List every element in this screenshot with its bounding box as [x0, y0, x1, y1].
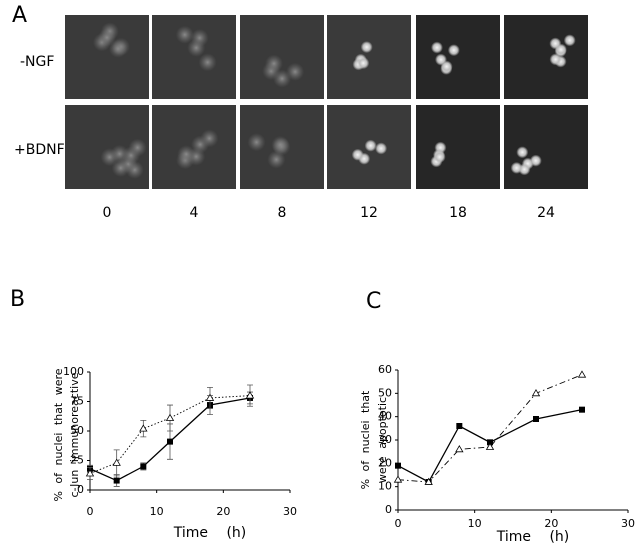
- row-label: -NGF: [20, 54, 54, 70]
- nucleus: [440, 60, 453, 73]
- marker: [205, 393, 215, 401]
- micrograph: [152, 15, 236, 99]
- micrograph: [416, 15, 500, 99]
- y-tick-label: 20: [378, 456, 392, 469]
- row-label: +BDNF: [14, 142, 65, 158]
- y-tick-label: 100: [63, 365, 84, 378]
- y-tick-label: 0: [385, 503, 392, 516]
- y-tick-label: 75: [70, 395, 84, 408]
- panel-label: A: [12, 3, 27, 28]
- marker: [393, 475, 403, 483]
- nucleus: [271, 135, 290, 154]
- nucleus: [549, 37, 562, 50]
- nucleus: [433, 151, 446, 164]
- y-tick-label: 50: [70, 424, 84, 437]
- y-axis-label: % of nuclei that: [359, 390, 372, 489]
- marker: [85, 469, 95, 477]
- nucleus: [128, 138, 147, 157]
- marker: [165, 413, 175, 421]
- y-axis-label: were apoptotic: [376, 397, 389, 483]
- time-label: 8: [278, 205, 287, 221]
- nucleus: [351, 148, 364, 161]
- series-line: [397, 409, 583, 483]
- marker: [455, 445, 464, 453]
- time-label: 24: [537, 205, 555, 221]
- y-tick-label: 40: [378, 410, 392, 423]
- nucleus: [109, 39, 128, 58]
- y-tick-label: 0: [77, 483, 84, 496]
- marker: [577, 370, 587, 378]
- time-label: 0: [103, 205, 112, 221]
- nucleus: [430, 41, 443, 54]
- nucleus: [563, 34, 576, 47]
- x-tick-label: 10: [468, 517, 482, 530]
- micrograph: [504, 105, 588, 189]
- micrograph: [416, 105, 500, 189]
- y-tick-label: 25: [70, 454, 84, 467]
- nucleus: [447, 44, 460, 57]
- marker: [395, 462, 401, 469]
- nucleus: [516, 146, 529, 159]
- x-tick-label: 0: [87, 505, 94, 518]
- marker: [487, 439, 493, 446]
- nucleus: [175, 25, 194, 44]
- series-line: [397, 374, 583, 483]
- x-tick-label: 0: [395, 517, 402, 530]
- y-axis-label: c-Jun immunoreactive: [68, 372, 81, 497]
- nucleus: [375, 142, 388, 155]
- micrograph: [504, 15, 588, 99]
- series-line: [89, 397, 251, 482]
- time-label: 18: [449, 205, 467, 221]
- x-tick-label: 10: [150, 505, 164, 518]
- marker: [485, 442, 495, 450]
- x-axis-label: Time (h): [173, 525, 247, 541]
- nucleus: [200, 129, 219, 148]
- marker: [456, 423, 463, 429]
- nucleus: [177, 145, 196, 164]
- x-tick-label: 30: [621, 517, 635, 530]
- marker: [245, 391, 255, 399]
- nucleus: [529, 154, 542, 167]
- nucleus: [360, 41, 373, 54]
- y-tick-label: 60: [378, 363, 392, 376]
- panel-label: B: [10, 287, 25, 312]
- time-label: 12: [360, 205, 378, 221]
- marker: [167, 438, 173, 445]
- nucleus: [264, 54, 283, 73]
- marker: [424, 477, 433, 485]
- nucleus: [187, 38, 206, 57]
- nucleus: [357, 57, 370, 70]
- nucleus: [111, 159, 130, 178]
- x-tick-label: 20: [544, 517, 558, 530]
- nucleus: [97, 28, 116, 47]
- nucleus: [247, 133, 266, 152]
- marker: [139, 424, 148, 432]
- marker: [112, 458, 121, 466]
- micrograph-panel: [65, 15, 588, 189]
- nucleus: [364, 139, 377, 152]
- marker: [113, 477, 120, 484]
- y-axis-label: % of nuclei that were: [52, 368, 65, 501]
- micrograph: [327, 15, 411, 99]
- nucleus: [286, 62, 305, 81]
- marker: [533, 416, 539, 422]
- x-tick-label: 30: [283, 505, 297, 518]
- y-tick-label: 30: [378, 433, 392, 446]
- marker: [140, 463, 147, 470]
- marker: [531, 389, 541, 397]
- y-tick-label: 10: [378, 480, 392, 493]
- x-tick-label: 20: [216, 505, 230, 518]
- nucleus: [198, 53, 217, 72]
- nucleus: [510, 161, 523, 174]
- y-tick-label: 50: [378, 386, 392, 399]
- x-axis-label: Time (h): [496, 529, 570, 545]
- panel-label: C: [366, 289, 381, 314]
- time-label: 4: [190, 205, 199, 221]
- marker: [579, 406, 585, 413]
- nucleus: [549, 53, 562, 66]
